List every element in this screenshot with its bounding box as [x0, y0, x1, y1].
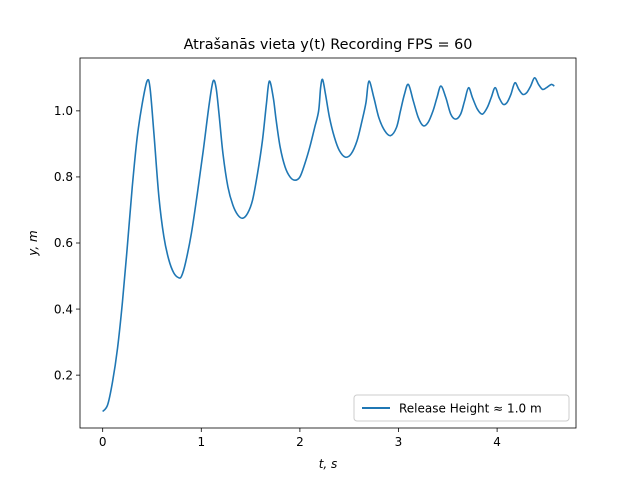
plot-area: 0 1 2 3 4 0.2 0.4 0.6 0.8 1.0: [54, 57, 577, 449]
y-tick-label: 1.0: [54, 104, 73, 118]
y-tick-label: 0.8: [54, 170, 73, 184]
x-tick-label: 4: [493, 435, 501, 449]
y-tick-label: 0.2: [54, 368, 73, 382]
x-axis-label: t, s: [319, 457, 338, 471]
chart-title: Atrašanās vieta y(t) Recording FPS = 60: [184, 37, 473, 53]
legend: Release Height ≈ 1.0 m: [353, 394, 570, 422]
y-tick-label: 0.4: [54, 302, 73, 316]
y-axis-label: y, m: [26, 230, 40, 257]
legend-entry: Release Height ≈ 1.0 m: [399, 402, 542, 416]
series-line-0: [102, 77, 555, 413]
x-tick-label: 1: [197, 435, 205, 449]
x-tick-label: 2: [296, 435, 304, 449]
y-tick-label: 0.6: [54, 236, 73, 250]
x-tick-label: 3: [395, 435, 403, 449]
legend-box: [353, 394, 570, 422]
x-tick-label: 0: [99, 435, 107, 449]
y-axis-ticks: 0.2 0.4 0.6 0.8 1.0: [54, 104, 80, 382]
series-layer: [102, 77, 555, 413]
x-axis-ticks: 0 1 2 3 4: [99, 428, 501, 449]
